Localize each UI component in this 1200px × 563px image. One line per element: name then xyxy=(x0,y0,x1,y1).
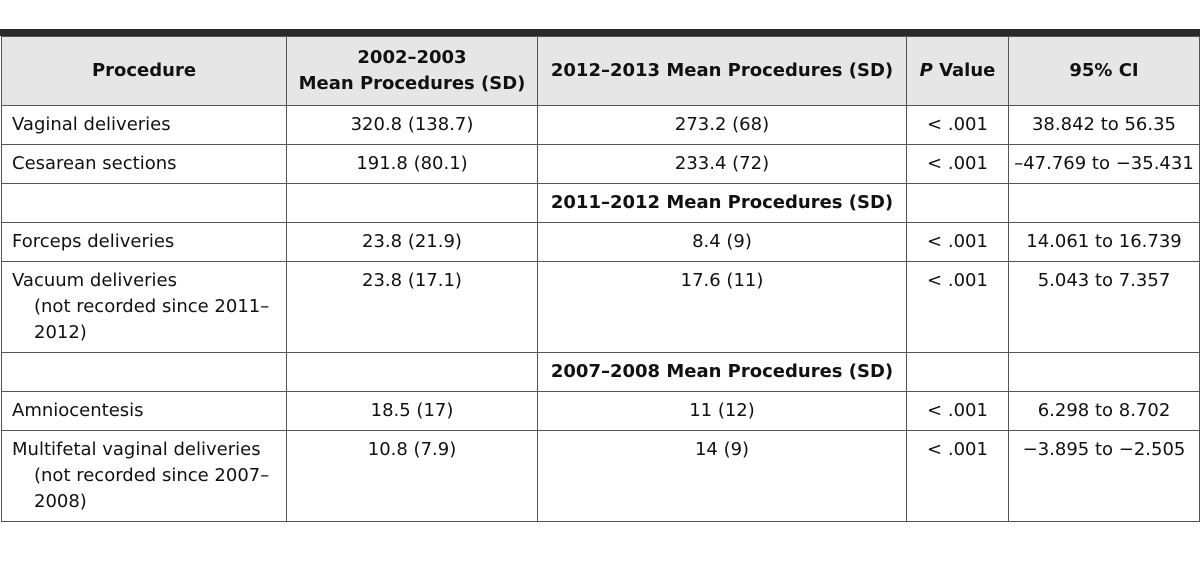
header-procedure: Procedure xyxy=(1,36,287,106)
cell-mean2: 11 (12) xyxy=(537,391,907,431)
table-row: Vaginal deliveries 320.8 (138.7) 273.2 (… xyxy=(1,105,1200,145)
top-rule xyxy=(0,29,1200,36)
header-p-value: P Value xyxy=(906,36,1009,106)
header-period2: 2012–2013 Mean Procedures (SD) xyxy=(537,36,907,106)
header-period1-label: Mean Procedures (SD) xyxy=(298,73,526,94)
cell-p: < .001 xyxy=(906,144,1009,184)
table-row: Cesarean sections 191.8 (80.1) 233.4 (72… xyxy=(1,144,1200,184)
cell-empty xyxy=(1,352,287,392)
header-p-rest: Value xyxy=(932,60,996,81)
cell-mean2: 17.6 (11) xyxy=(537,261,907,353)
subheader-2011-2012: 2011–2012 Mean Procedures (SD) xyxy=(537,183,907,223)
cell-ci: 14.061 to 16.739 xyxy=(1008,222,1200,262)
cell-p: < .001 xyxy=(906,261,1009,353)
cell-empty xyxy=(1,183,287,223)
cell-mean2: 233.4 (72) xyxy=(537,144,907,184)
header-period1-years: 2002–2003 xyxy=(357,47,467,68)
table-row: Forceps deliveries 23.8 (21.9) 8.4 (9) <… xyxy=(1,222,1200,262)
table-row: Vacuum deliveries (not recorded since 20… xyxy=(1,261,1200,353)
cell-empty xyxy=(1008,352,1200,392)
cell-p: < .001 xyxy=(906,105,1009,145)
table-row: Multifetal vaginal deliveries (not recor… xyxy=(1,430,1200,522)
procedure-name: Vacuum deliveries xyxy=(12,270,177,291)
cell-mean1: 320.8 (138.7) xyxy=(286,105,538,145)
cell-ci: 38.842 to 56.35 xyxy=(1008,105,1200,145)
cell-empty xyxy=(906,183,1009,223)
cell-p: < .001 xyxy=(906,391,1009,431)
cell-ci: 5.043 to 7.357 xyxy=(1008,261,1200,353)
procedures-table: Procedure 2002–2003 Mean Procedures (SD)… xyxy=(1,36,1200,522)
cell-empty xyxy=(1008,183,1200,223)
cell-mean2: 8.4 (9) xyxy=(537,222,907,262)
cell-empty xyxy=(286,183,538,223)
header-ci: 95% CI xyxy=(1008,36,1200,106)
cell-procedure: Vacuum deliveries (not recorded since 20… xyxy=(1,261,287,353)
cell-mean2: 14 (9) xyxy=(537,430,907,522)
cell-mean1: 10.8 (7.9) xyxy=(286,430,538,522)
procedure-name: Multifetal vaginal deliveries xyxy=(12,439,261,460)
cell-procedure: Amniocentesis xyxy=(1,391,287,431)
table-header: Procedure 2002–2003 Mean Procedures (SD)… xyxy=(1,36,1200,106)
subheader-2007-2008: 2007–2008 Mean Procedures (SD) xyxy=(537,352,907,392)
header-period1: 2002–2003 Mean Procedures (SD) xyxy=(286,36,538,106)
cell-procedure: Multifetal vaginal deliveries (not recor… xyxy=(1,430,287,522)
cell-ci: −3.895 to −2.505 xyxy=(1008,430,1200,522)
cell-mean2: 273.2 (68) xyxy=(537,105,907,145)
table-row: Amniocentesis 18.5 (17) 11 (12) < .001 6… xyxy=(1,391,1200,431)
subheader-row: 2007–2008 Mean Procedures (SD) xyxy=(1,352,1200,392)
cell-p: < .001 xyxy=(906,222,1009,262)
cell-procedure: Cesarean sections xyxy=(1,144,287,184)
table-body: Vaginal deliveries 320.8 (138.7) 273.2 (… xyxy=(1,105,1200,522)
procedure-note: (not recorded since 2011–2012) xyxy=(34,296,270,343)
cell-mean1: 18.5 (17) xyxy=(286,391,538,431)
cell-empty xyxy=(906,352,1009,392)
header-row: Procedure 2002–2003 Mean Procedures (SD)… xyxy=(1,36,1200,106)
cell-ci: 6.298 to 8.702 xyxy=(1008,391,1200,431)
cell-mean1: 23.8 (21.9) xyxy=(286,222,538,262)
cell-mean1: 191.8 (80.1) xyxy=(286,144,538,184)
cell-p: < .001 xyxy=(906,430,1009,522)
cell-mean1: 23.8 (17.1) xyxy=(286,261,538,353)
procedure-note: (not recorded since 2007–2008) xyxy=(34,465,270,512)
cell-ci: –47.769 to −35.431 xyxy=(1008,144,1200,184)
header-p-italic: P xyxy=(919,60,933,81)
subheader-row: 2011–2012 Mean Procedures (SD) xyxy=(1,183,1200,223)
cell-procedure: Vaginal deliveries xyxy=(1,105,287,145)
cell-procedure: Forceps deliveries xyxy=(1,222,287,262)
cell-empty xyxy=(286,352,538,392)
